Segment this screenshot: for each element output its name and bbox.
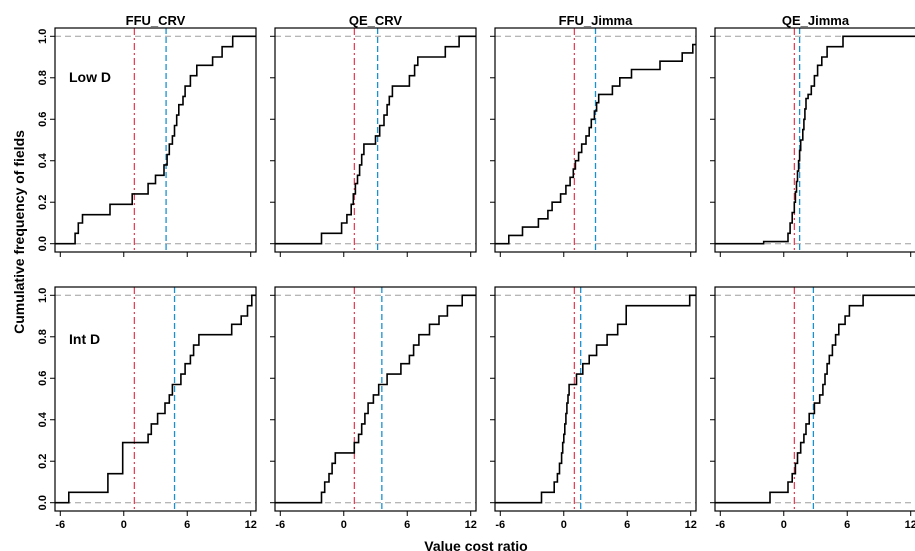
- x-tick-label: 6: [404, 519, 410, 531]
- y-tick-label: 0.2: [37, 454, 49, 469]
- x-axis-label: Value cost ratio: [424, 538, 527, 551]
- x-tick-label: 0: [781, 519, 787, 531]
- ecdf-series-line: [55, 35, 256, 245]
- ecdf-series-line: [715, 294, 915, 504]
- panel-qe_jimma-low-d: QE_Jimma: [710, 13, 915, 257]
- panel-qe_jimma-int-d: -6 0 6 12: [710, 286, 915, 531]
- panel-frame: [274, 27, 477, 253]
- panel-frame: [54, 27, 257, 253]
- x-tick-label: 12: [685, 519, 697, 531]
- x-tick-label: 0: [561, 519, 567, 531]
- x-tick-label: -6: [275, 519, 285, 531]
- panel-title: FFU_CRV: [126, 13, 186, 28]
- ecdf-series-line: [495, 43, 696, 245]
- panel-qe_crv-int-d: -6 0 6 12: [270, 286, 477, 531]
- x-tick-label: 6: [844, 519, 850, 531]
- ecdf-series-line: [55, 294, 256, 504]
- x-tick-label: -6: [495, 519, 505, 531]
- x-tick-label: -6: [55, 519, 65, 531]
- panel-frame: [494, 286, 697, 512]
- ecdf-series-line: [715, 35, 915, 245]
- y-axis-label: Cumulative frequency of fields: [11, 130, 27, 334]
- panel-ffu_jimma-low-d: FFU_Jimma: [490, 13, 697, 257]
- panel-frame: [274, 286, 477, 512]
- y-tick-label: 0.6: [37, 112, 49, 127]
- panel-qe_crv-low-d: QE_CRV: [270, 13, 477, 257]
- row-label: Int D: [69, 331, 100, 347]
- panel-ffu_jimma-int-d: -6 0 6 12: [490, 286, 697, 531]
- x-tick-label: 12: [245, 519, 257, 531]
- y-tick-label: 0.2: [37, 195, 49, 210]
- y-tick-label: 0.8: [37, 70, 49, 85]
- x-tick-label: 12: [905, 519, 915, 531]
- ecdf-series-line: [495, 294, 696, 504]
- row-label: Low D: [69, 69, 111, 85]
- panel-title: QE_Jimma: [782, 13, 850, 28]
- panel-frame: [54, 286, 257, 512]
- panel-frame: [714, 27, 915, 253]
- y-tick-label: 0.0: [37, 495, 49, 510]
- y-tick-label: 1.0: [37, 288, 49, 303]
- x-tick-label: 12: [465, 519, 477, 531]
- y-tick-label: 0.0: [37, 236, 49, 251]
- panel-title: QE_CRV: [349, 13, 403, 28]
- y-tick-label: 0.6: [37, 371, 49, 386]
- x-tick-label: 0: [341, 519, 347, 531]
- panel-frame: [494, 27, 697, 253]
- panel-title: FFU_Jimma: [559, 13, 633, 28]
- panel-ffu_crv-int-d: Int D -6 0 6 12 0.0 0.2 0.4 0.6 0.8 1.0: [37, 286, 257, 531]
- ecdf-series-line: [275, 294, 476, 504]
- x-tick-label: -6: [715, 519, 725, 531]
- y-tick-label: 0.8: [37, 329, 49, 344]
- x-tick-label: 0: [121, 519, 127, 531]
- panel-grid: FFU_CRV Low D 0.0 0.2 0.4 0.6 0.8 1.0 QE_CRV FFU_…: [37, 13, 915, 531]
- y-tick-label: 0.4: [37, 411, 49, 427]
- x-tick-label: 6: [624, 519, 630, 531]
- ecdf-series-line: [275, 35, 476, 245]
- panel-ffu_crv-low-d: FFU_CRV Low D 0.0 0.2 0.4 0.6 0.8 1.0: [37, 13, 257, 257]
- y-tick-label: 0.4: [37, 152, 49, 168]
- panel-frame: [714, 286, 915, 512]
- x-tick-label: 6: [184, 519, 190, 531]
- y-tick-label: 1.0: [37, 29, 49, 44]
